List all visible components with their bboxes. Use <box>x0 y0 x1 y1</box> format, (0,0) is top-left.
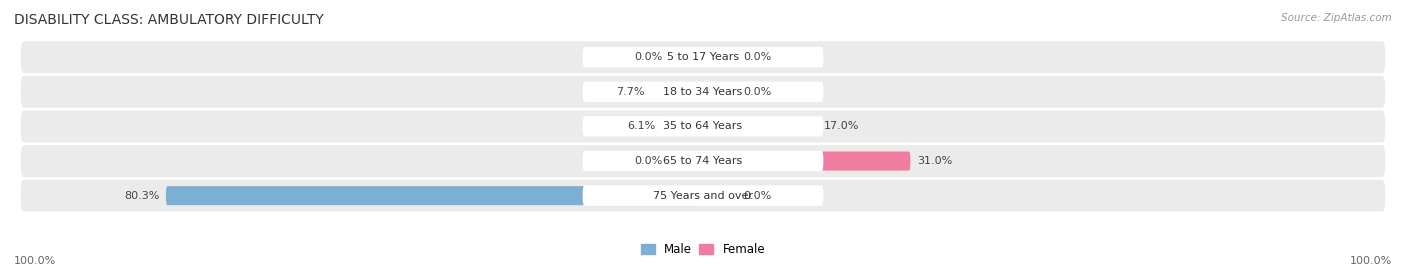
Text: 18 to 34 Years: 18 to 34 Years <box>664 87 742 97</box>
Text: 100.0%: 100.0% <box>1350 256 1392 266</box>
FancyBboxPatch shape <box>669 151 703 171</box>
Text: 0.0%: 0.0% <box>634 156 662 166</box>
Text: 6.1%: 6.1% <box>627 121 655 132</box>
Text: 80.3%: 80.3% <box>124 191 159 201</box>
Text: 5 to 17 Years: 5 to 17 Years <box>666 52 740 62</box>
FancyBboxPatch shape <box>703 117 817 136</box>
Text: 65 to 74 Years: 65 to 74 Years <box>664 156 742 166</box>
FancyBboxPatch shape <box>166 186 703 205</box>
FancyBboxPatch shape <box>703 82 737 101</box>
Legend: Male, Female: Male, Female <box>641 243 765 256</box>
Text: 0.0%: 0.0% <box>634 52 662 62</box>
FancyBboxPatch shape <box>21 145 1385 177</box>
FancyBboxPatch shape <box>21 76 1385 108</box>
FancyBboxPatch shape <box>21 111 1385 142</box>
Text: Source: ZipAtlas.com: Source: ZipAtlas.com <box>1281 13 1392 23</box>
FancyBboxPatch shape <box>582 82 824 102</box>
FancyBboxPatch shape <box>21 41 1385 73</box>
Text: 0.0%: 0.0% <box>744 52 772 62</box>
FancyBboxPatch shape <box>582 151 824 171</box>
FancyBboxPatch shape <box>703 151 910 171</box>
Text: 0.0%: 0.0% <box>744 87 772 97</box>
FancyBboxPatch shape <box>703 48 737 67</box>
FancyBboxPatch shape <box>651 82 703 101</box>
FancyBboxPatch shape <box>21 180 1385 212</box>
Text: 17.0%: 17.0% <box>824 121 859 132</box>
FancyBboxPatch shape <box>703 186 737 205</box>
Text: 7.7%: 7.7% <box>616 87 645 97</box>
FancyBboxPatch shape <box>582 116 824 137</box>
Text: 0.0%: 0.0% <box>744 191 772 201</box>
FancyBboxPatch shape <box>662 117 703 136</box>
FancyBboxPatch shape <box>582 185 824 206</box>
Text: 35 to 64 Years: 35 to 64 Years <box>664 121 742 132</box>
Text: 75 Years and over: 75 Years and over <box>652 191 754 201</box>
FancyBboxPatch shape <box>582 47 824 68</box>
Text: 100.0%: 100.0% <box>14 256 56 266</box>
FancyBboxPatch shape <box>669 48 703 67</box>
Text: DISABILITY CLASS: AMBULATORY DIFFICULTY: DISABILITY CLASS: AMBULATORY DIFFICULTY <box>14 13 323 27</box>
Text: 31.0%: 31.0% <box>917 156 952 166</box>
